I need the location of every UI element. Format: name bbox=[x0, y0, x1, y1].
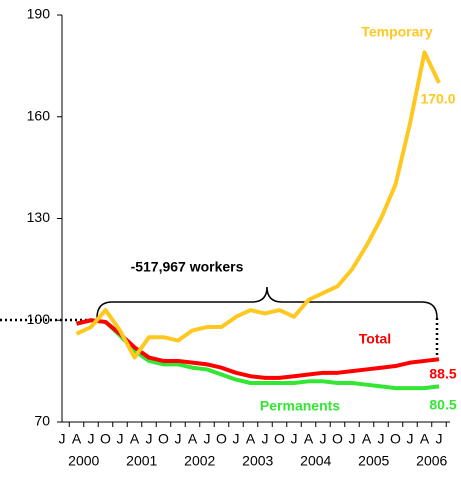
x-tick-label: A bbox=[304, 431, 314, 447]
year-label: 2002 bbox=[184, 453, 215, 469]
x-tick-label: J bbox=[59, 431, 66, 447]
year-label: 2000 bbox=[68, 453, 99, 469]
x-tick-label: J bbox=[262, 431, 269, 447]
value-label: 88.5 bbox=[429, 366, 456, 382]
brace bbox=[96, 286, 438, 319]
y-tick-label: 190 bbox=[27, 6, 51, 22]
x-tick-label: O bbox=[390, 431, 401, 447]
annotation: -517,967 workers bbox=[131, 259, 244, 275]
x-tick-label: O bbox=[100, 431, 111, 447]
x-tick-label: A bbox=[420, 431, 430, 447]
series-label: Permanents bbox=[260, 398, 340, 414]
x-tick-label: O bbox=[274, 431, 285, 447]
x-tick-label: J bbox=[378, 431, 385, 447]
x-tick-label: J bbox=[175, 431, 182, 447]
year-label: 2006 bbox=[416, 453, 447, 469]
x-tick-label: A bbox=[246, 431, 256, 447]
series-line bbox=[76, 318, 440, 380]
x-tick-label: O bbox=[216, 431, 227, 447]
x-tick-label: A bbox=[130, 431, 140, 447]
x-tick-label: O bbox=[332, 431, 343, 447]
x-tick-label: A bbox=[72, 431, 82, 447]
x-tick-label: A bbox=[188, 431, 198, 447]
value-label: 80.5 bbox=[429, 397, 456, 413]
series-line bbox=[75, 50, 441, 360]
x-tick-label: J bbox=[349, 431, 356, 447]
x-tick-label: J bbox=[407, 431, 414, 447]
y-tick-label: 160 bbox=[27, 107, 51, 123]
x-tick-label: J bbox=[233, 431, 240, 447]
dotted-guide bbox=[0, 318, 439, 362]
x-tick-label: J bbox=[436, 431, 443, 447]
x-tick-label: A bbox=[362, 431, 372, 447]
y-tick-label: 100 bbox=[27, 311, 51, 327]
year-label: 2001 bbox=[126, 453, 157, 469]
y-tick-label: 70 bbox=[34, 413, 50, 429]
x-tick-label: J bbox=[291, 431, 298, 447]
x-tick-label: J bbox=[320, 431, 327, 447]
value-label: 170.0 bbox=[420, 91, 455, 107]
x-tick-label: J bbox=[117, 431, 124, 447]
x-tick-label: J bbox=[88, 431, 95, 447]
year-label: 2003 bbox=[242, 453, 273, 469]
series-label: Total bbox=[359, 331, 391, 347]
x-tick-label: O bbox=[158, 431, 169, 447]
year-label: 2004 bbox=[300, 453, 331, 469]
series-label: Temporary bbox=[361, 24, 433, 40]
x-tick-label: J bbox=[146, 431, 153, 447]
y-tick-label: 130 bbox=[27, 209, 51, 225]
year-label: 2005 bbox=[358, 453, 389, 469]
x-tick-label: J bbox=[204, 431, 211, 447]
